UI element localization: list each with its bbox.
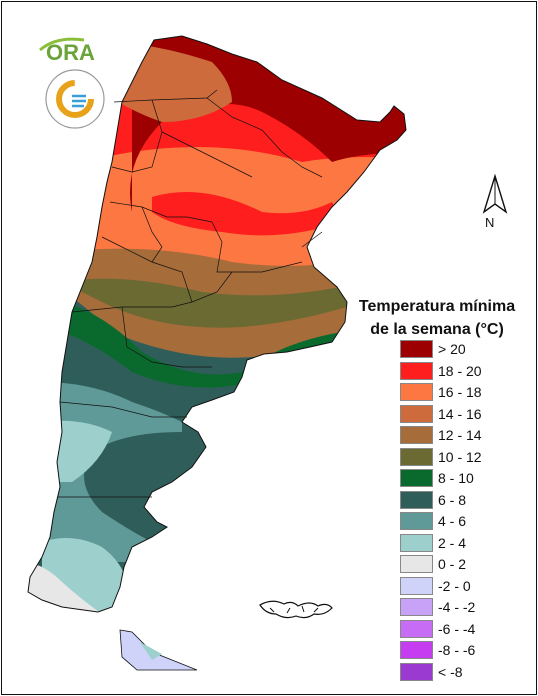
legend-swatch	[400, 662, 433, 681]
legend-swatch	[400, 447, 433, 466]
legend-label: 8 - 10	[438, 470, 474, 486]
smn-logo	[45, 69, 105, 129]
legend-label: 16 - 18	[438, 384, 482, 400]
legend-swatch	[400, 426, 433, 444]
legend-label: -2 - 0	[438, 577, 471, 594]
ora-logo: ORA	[39, 37, 95, 65]
legend-title-line2: de la semana (°C)	[370, 321, 504, 338]
legend-swatch	[400, 555, 433, 573]
north-arrow-icon	[482, 174, 508, 214]
legend-swatch	[400, 383, 433, 401]
legend-label: > 20	[438, 341, 466, 357]
tierra-del-fuego	[119, 629, 198, 671]
legend-label: 4 - 6	[438, 513, 467, 529]
malvinas-islands	[259, 600, 333, 619]
legend-label: < -8	[438, 663, 463, 680]
ora-logo-text: ORA	[46, 40, 95, 65]
legend-swatch	[400, 619, 433, 638]
legend-label: 0 - 2	[438, 556, 467, 572]
legend-label: -4 - -2	[438, 599, 476, 615]
legend-swatch	[400, 533, 433, 552]
legend-swatch	[400, 512, 433, 530]
legend-label: 10 - 12	[438, 448, 482, 465]
legend-swatch	[400, 490, 433, 509]
legend-label: -8 - -6	[438, 642, 476, 658]
legend-label: 12 - 14	[438, 427, 482, 443]
legend-label: 2 - 4	[438, 534, 467, 551]
legend-title: Temperatura mínima de la semana (°C)	[342, 295, 532, 341]
legend-title-line1: Temperatura mínima	[358, 298, 516, 315]
legend-label: 6 - 8	[438, 491, 467, 508]
legend-swatch	[400, 469, 433, 487]
legend-swatch	[400, 641, 433, 659]
north-label: N	[485, 215, 495, 230]
legend-label: 18 - 20	[438, 362, 482, 379]
legend-swatch	[400, 576, 433, 595]
legend-swatch	[400, 598, 433, 616]
legend-label: 14 - 16	[438, 405, 482, 422]
legend-swatch	[400, 340, 433, 358]
legend-swatch	[400, 361, 433, 380]
legend-swatch	[400, 404, 433, 423]
legend-label: -6 - -4	[438, 620, 476, 637]
